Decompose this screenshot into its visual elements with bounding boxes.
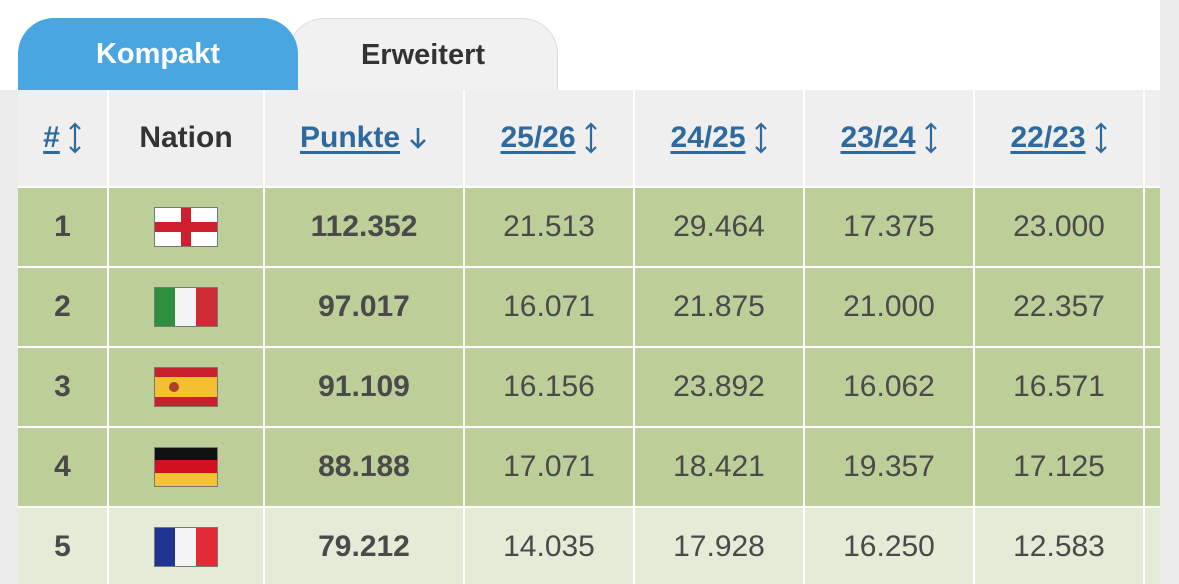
flag (154, 527, 218, 567)
total-points: 97.017 (265, 268, 463, 346)
rank: 4 (18, 428, 107, 506)
sort-icon (1094, 122, 1107, 154)
nation-flag (109, 508, 263, 584)
total-points: 112.352 (265, 188, 463, 266)
rank: 3 (18, 348, 107, 426)
sort-link[interactable]: 25/26 (500, 121, 576, 154)
flag (154, 287, 218, 327)
ranking-table: # Nation Punkte 25/26 24/25 23/24 22/23 1 112.35… (18, 90, 1160, 584)
sort-link[interactable]: Punkte (299, 121, 401, 154)
cut-cell (1145, 348, 1160, 426)
season-points: 21.000 (805, 268, 973, 346)
cut-cell (1145, 188, 1160, 266)
season-points: 16.571 (975, 348, 1143, 426)
nation-flag (109, 268, 263, 346)
nation-flag (109, 188, 263, 266)
sort-link[interactable]: 24/25 (670, 121, 746, 154)
rank: 5 (18, 508, 107, 584)
column-header[interactable]: 25/26 (465, 90, 633, 186)
season-points: 22.357 (975, 268, 1143, 346)
flag (154, 447, 218, 487)
season-points: 16.071 (465, 268, 633, 346)
sort-icon (584, 122, 597, 154)
rank: 1 (18, 188, 107, 266)
season-points: 21.875 (635, 268, 803, 346)
season-points: 16.062 (805, 348, 973, 426)
season-points: 18.421 (635, 428, 803, 506)
sort-icon (69, 122, 81, 154)
sort-link[interactable]: 23/24 (840, 121, 916, 154)
cut-cell (1145, 268, 1160, 346)
season-points: 23.000 (975, 188, 1143, 266)
flag (154, 207, 218, 247)
right-margin (1160, 0, 1179, 584)
flag (154, 367, 218, 407)
season-points: 29.464 (635, 188, 803, 266)
tab[interactable]: Erweitert (288, 18, 558, 91)
column-header: Nation (109, 90, 263, 186)
season-points: 16.156 (465, 348, 633, 426)
season-points: 16.250 (805, 508, 973, 584)
column-header[interactable]: Punkte (265, 90, 463, 186)
cut-cell (1145, 508, 1160, 584)
sort-icon (410, 128, 426, 149)
total-points: 88.188 (265, 428, 463, 506)
column-header-cut (1145, 90, 1160, 186)
season-points: 14.035 (465, 508, 633, 584)
sort-icon (754, 122, 767, 154)
tab[interactable]: Kompakt (18, 18, 298, 90)
season-points: 17.071 (465, 428, 633, 506)
nation-flag (109, 348, 263, 426)
rank: 2 (18, 268, 107, 346)
sort-icon (924, 122, 937, 154)
season-points: 17.375 (805, 188, 973, 266)
sort-link[interactable]: # (43, 121, 60, 154)
season-points: 17.125 (975, 428, 1143, 506)
sort-link[interactable]: 22/23 (1010, 121, 1086, 154)
season-points: 12.583 (975, 508, 1143, 584)
season-points: 21.513 (465, 188, 633, 266)
cut-cell (1145, 428, 1160, 506)
total-points: 79.212 (265, 508, 463, 584)
season-points: 19.357 (805, 428, 973, 506)
season-points: 23.892 (635, 348, 803, 426)
nation-flag (109, 428, 263, 506)
column-header[interactable]: # (18, 90, 107, 186)
column-header[interactable]: 23/24 (805, 90, 973, 186)
left-margin (0, 90, 18, 584)
season-points: 17.928 (635, 508, 803, 584)
total-points: 91.109 (265, 348, 463, 426)
column-header[interactable]: 22/23 (975, 90, 1143, 186)
column-header[interactable]: 24/25 (635, 90, 803, 186)
